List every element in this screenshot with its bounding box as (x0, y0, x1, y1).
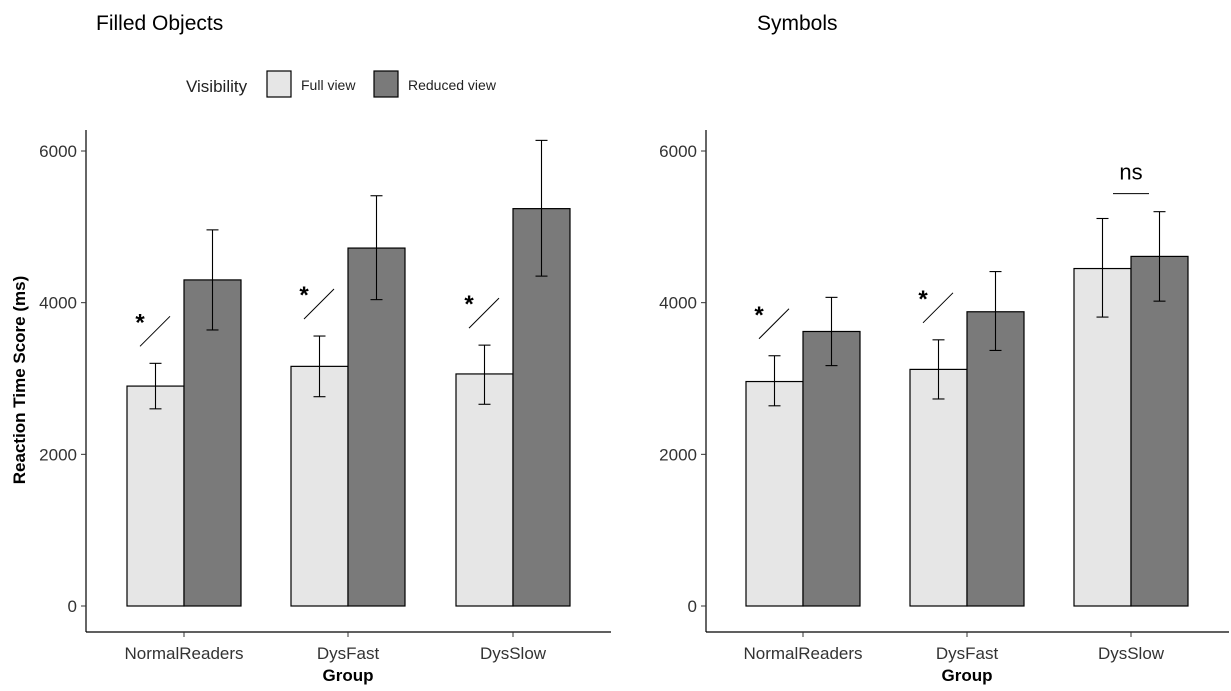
bar-full-view-dysslow (455, 373, 514, 607)
bar-reduced-view-dysslow (1130, 255, 1189, 607)
panel-title-symbols: Symbols (757, 12, 838, 35)
bar-reduced-view-dysfast (966, 311, 1025, 607)
x-tick-label-dysslow: DysSlow (1098, 644, 1165, 663)
y-tick-label: 4000 (39, 294, 77, 313)
legend-title: Visibility (186, 77, 248, 96)
chart-panel-symbols: 0 2000 4000 6000 NormalReaders DysFast DysSlow… (659, 130, 1229, 685)
x-tick-label-dysfast: DysFast (317, 644, 380, 663)
y-tick-label: 2000 (659, 445, 697, 464)
y-tick-label: 6000 (39, 142, 77, 161)
y-tick-label: 6000 (659, 142, 697, 161)
y-tick-label: 4000 (659, 294, 697, 313)
significance-label-normalreaders: * (754, 302, 764, 329)
significance-label-dysfast: * (918, 286, 928, 313)
significance-label-dysfast: * (299, 282, 309, 309)
significance-label-dysslow: * (464, 291, 474, 318)
x-tick-label-normalreaders: NormalReaders (743, 644, 862, 663)
legend-label-reduced-view: Reduced view (408, 77, 497, 93)
significance-line-dysfast (303, 288, 335, 320)
significance-label-normalreaders: * (135, 309, 145, 336)
bar-full-view-dysslow (1073, 267, 1132, 607)
y-axis-title: Reaction Time Score (ms) (10, 276, 29, 484)
significance-label-dysslow: ns (1119, 160, 1142, 185)
y-tick-label: 0 (688, 597, 697, 616)
x-tick-label-dysslow: DysSlow (480, 644, 547, 663)
y-tick-label: 2000 (39, 445, 77, 464)
x-axis-title: Group (323, 666, 374, 685)
bar-reduced-view-dysfast (347, 247, 406, 607)
chart-panel-filled-objects: 0 2000 4000 6000 NormalReaders DysFast DysSlow… (39, 130, 611, 685)
significance-line-dysslow (468, 297, 500, 329)
legend-key-full-view (266, 70, 292, 98)
legend-label-full-view: Full view (301, 77, 356, 93)
x-tick-label-normalreaders: NormalReaders (124, 644, 243, 663)
legend: Visibility Full view Reduced view (186, 70, 497, 98)
x-axis-title: Group (942, 666, 993, 685)
legend-key-reduced-view (373, 70, 399, 98)
y-tick-label: 0 (68, 597, 77, 616)
bar-full-view-normalreaders (126, 385, 185, 607)
bar-reduced-view-normalreaders (802, 330, 861, 607)
significance-line-normalreaders (139, 315, 171, 347)
bar-full-view-normalreaders (745, 380, 804, 607)
bar-full-view-dysfast (290, 365, 349, 607)
bar-full-view-dysfast (909, 368, 968, 607)
panel-title-filled-objects: Filled Objects (96, 12, 223, 35)
x-tick-label-dysfast: DysFast (936, 644, 999, 663)
significance-line-normalreaders (758, 308, 790, 340)
significance-line-dysfast (922, 292, 954, 324)
